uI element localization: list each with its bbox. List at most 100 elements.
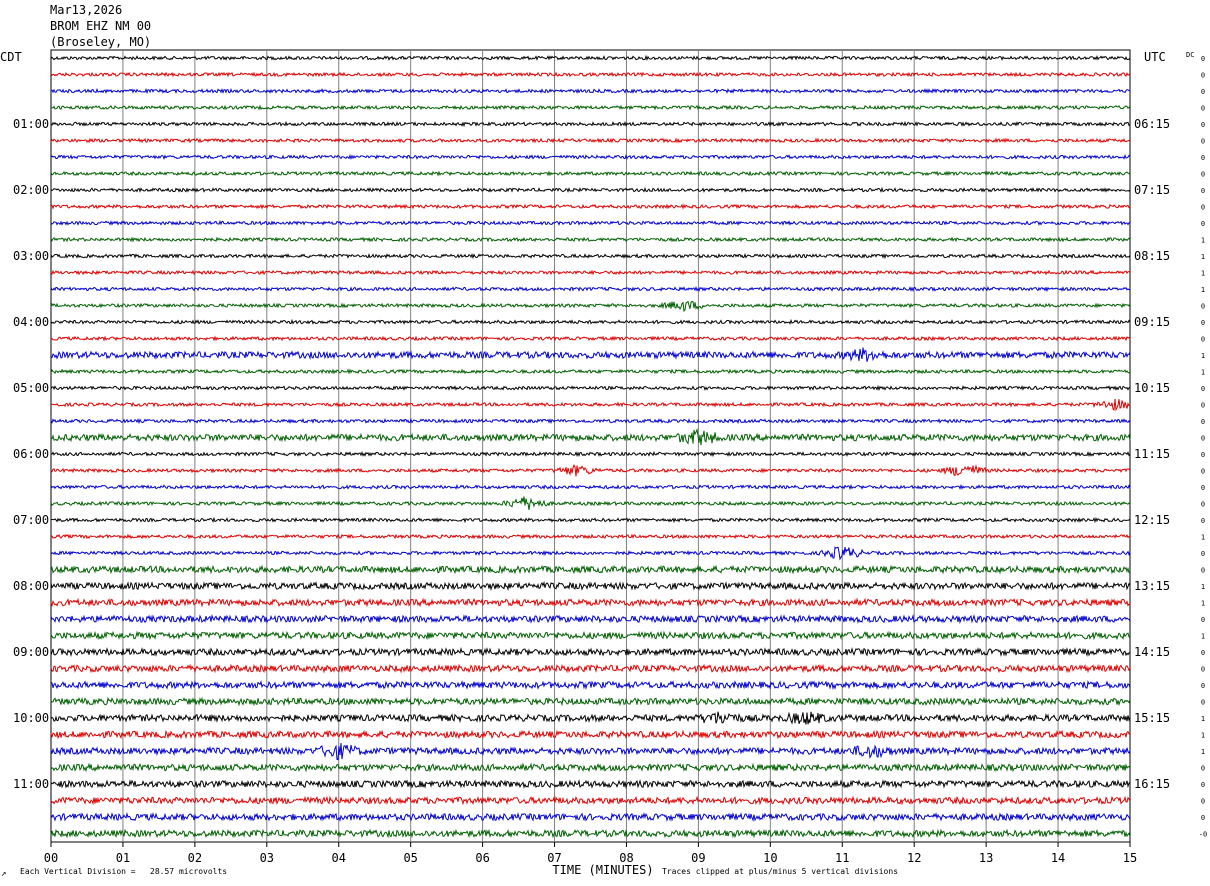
right-timezone-label: UTC bbox=[1144, 50, 1166, 64]
seismic-trace bbox=[50, 564, 1131, 575]
seismic-trace bbox=[50, 597, 1131, 608]
dc-offset-label: 0 bbox=[1201, 171, 1205, 179]
dc-offset-label: 1 bbox=[1201, 534, 1205, 542]
x-tick-label: 12 bbox=[907, 851, 921, 865]
right-hour-label: 06:15 bbox=[1134, 117, 1170, 131]
seismic-trace bbox=[50, 384, 1131, 392]
left-hour-label: 03:00 bbox=[13, 249, 49, 263]
left-hour-label: 08:00 bbox=[13, 579, 49, 593]
dc-offset-label: 0 bbox=[1201, 781, 1205, 789]
right-hour-label: 16:15 bbox=[1134, 777, 1170, 791]
grid bbox=[50, 49, 1131, 843]
dc-offset-label: 0 bbox=[1201, 418, 1205, 426]
seismic-trace bbox=[50, 463, 1131, 477]
seismic-trace bbox=[51, 428, 1131, 446]
dc-offset-label: 0 bbox=[1201, 484, 1205, 492]
x-axis-title: TIME (MINUTES) bbox=[552, 863, 653, 877]
dc-offset-label: 0 bbox=[1201, 402, 1205, 410]
plot-date: Mar13,2026 bbox=[50, 3, 123, 17]
dc-offset-label: 0 bbox=[1201, 55, 1205, 63]
seismic-trace bbox=[50, 170, 1131, 177]
seismic-trace bbox=[50, 828, 1131, 839]
seismic-trace bbox=[50, 87, 1131, 95]
seismic-trace bbox=[50, 533, 1131, 540]
dc-offset-label: 0 bbox=[1201, 220, 1205, 228]
plot-frame bbox=[50, 49, 1131, 843]
x-tick-label: 00 bbox=[44, 851, 58, 865]
seismic-trace bbox=[50, 711, 1131, 725]
x-tick-label: 09 bbox=[691, 851, 705, 865]
right-hour-label: 14:15 bbox=[1134, 645, 1170, 659]
dc-offset-label: 0 bbox=[1201, 435, 1205, 443]
seismic-trace bbox=[50, 779, 1131, 790]
x-tick-label: 04 bbox=[332, 851, 346, 865]
left-hour-label: 05:00 bbox=[13, 381, 49, 395]
seismic-trace bbox=[50, 335, 1131, 342]
left-hour-label: 11:00 bbox=[13, 777, 49, 791]
dc-offset-label: 0 bbox=[1201, 138, 1205, 146]
dc-offset-label: -0 bbox=[1199, 831, 1207, 839]
dc-offset-label: 0 bbox=[1201, 187, 1205, 195]
x-tick-label: 15 bbox=[1123, 851, 1137, 865]
trace-group bbox=[50, 54, 1131, 839]
dc-offset-label: 1 bbox=[1201, 352, 1205, 360]
axis-labels: 0000000000011110001100000000010011010000… bbox=[0, 50, 1207, 877]
dc-offset-label: 0 bbox=[1201, 468, 1205, 476]
seismic-trace bbox=[50, 269, 1131, 276]
dc-offset-label: 0 bbox=[1201, 319, 1205, 327]
dc-offset-label: 0 bbox=[1201, 72, 1205, 80]
x-tick-label: 05 bbox=[403, 851, 417, 865]
seismic-trace bbox=[50, 680, 1131, 691]
seismic-trace bbox=[50, 71, 1131, 78]
dc-offset-label: 0 bbox=[1201, 517, 1205, 525]
x-tick-label: 03 bbox=[260, 851, 274, 865]
seismic-trace bbox=[50, 219, 1131, 226]
dc-offset-label: 0 bbox=[1201, 550, 1205, 558]
dc-offset-label: 0 bbox=[1201, 765, 1205, 773]
corner-mark: ↗ bbox=[1, 869, 7, 879]
dc-offset-label: 0 bbox=[1201, 616, 1205, 624]
seismic-trace bbox=[50, 580, 1131, 592]
left-hour-label: 06:00 bbox=[13, 447, 49, 461]
seismic-trace bbox=[50, 696, 1131, 707]
dc-offset-label: 1 bbox=[1201, 748, 1205, 756]
station-code: BROM EHZ NM 00 bbox=[50, 19, 152, 33]
dc-offset-label: 0 bbox=[1201, 699, 1205, 707]
right-hour-label: 09:15 bbox=[1134, 315, 1170, 329]
seismic-trace bbox=[51, 516, 1131, 524]
seismic-trace bbox=[50, 236, 1131, 243]
dc-offset-label: 1 bbox=[1201, 732, 1205, 740]
seismic-trace bbox=[50, 137, 1131, 144]
dc-offset-label: 1 bbox=[1201, 253, 1205, 261]
dc-offset-label: 1 bbox=[1201, 369, 1205, 377]
dc-offset-label: 1 bbox=[1201, 270, 1205, 278]
dc-offset-label: 0 bbox=[1201, 385, 1205, 393]
seismic-trace bbox=[50, 300, 1131, 313]
dc-offset-label: 0 bbox=[1201, 798, 1205, 806]
dc-offset-label: 0 bbox=[1201, 814, 1205, 822]
seismic-trace bbox=[50, 186, 1131, 193]
left-hour-label: 02:00 bbox=[13, 183, 49, 197]
right-hour-label: 10:15 bbox=[1134, 381, 1170, 395]
dc-offset-label: 0 bbox=[1201, 88, 1205, 96]
dc-offset-label: 1 bbox=[1201, 583, 1205, 591]
seismic-trace bbox=[50, 347, 1131, 362]
right-hour-label: 12:15 bbox=[1134, 513, 1170, 527]
dc-offset-label: 1 bbox=[1201, 633, 1205, 641]
x-tick-label: 14 bbox=[1051, 851, 1065, 865]
seismic-trace bbox=[50, 613, 1131, 625]
station-location: (Broseley, MO) bbox=[50, 35, 152, 49]
x-tick-label: 08 bbox=[619, 851, 633, 865]
dc-offset-label: 0 bbox=[1201, 303, 1205, 311]
dc-offset-label: 0 bbox=[1201, 567, 1205, 575]
x-tick-label: 10 bbox=[763, 851, 777, 865]
seismic-trace bbox=[50, 417, 1131, 425]
seismic-trace bbox=[50, 368, 1131, 375]
seismic-trace bbox=[50, 630, 1131, 641]
seismic-trace bbox=[50, 729, 1131, 740]
dc-offset-label: 1 bbox=[1201, 600, 1205, 608]
seismic-trace bbox=[50, 120, 1131, 128]
seismic-trace bbox=[51, 104, 1131, 111]
x-tick-label: 13 bbox=[979, 851, 993, 865]
